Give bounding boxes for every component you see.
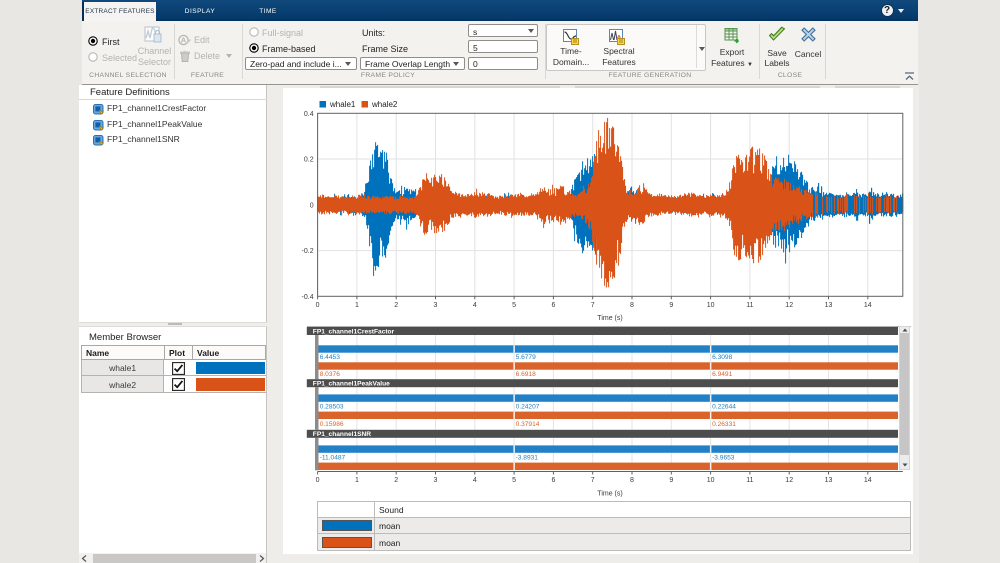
svg-text:11: 11 <box>746 477 753 484</box>
svg-text:13: 13 <box>825 477 833 484</box>
svg-text:0.15986: 0.15986 <box>320 421 344 428</box>
svg-text:whale2: whale2 <box>371 100 398 109</box>
svg-text:0.22644: 0.22644 <box>712 403 736 410</box>
svg-text:1: 1 <box>355 302 359 309</box>
svg-text:0.26331: 0.26331 <box>712 421 736 428</box>
svg-text:whale1: whale1 <box>329 100 356 109</box>
svg-text:5.6779: 5.6779 <box>516 354 537 361</box>
svg-text:10: 10 <box>707 477 715 484</box>
svg-text:Time (s): Time (s) <box>597 315 622 322</box>
svg-text:6: 6 <box>551 302 555 309</box>
svg-text:2: 2 <box>394 302 398 309</box>
svg-text:6.6918: 6.6918 <box>516 371 537 378</box>
svg-text:-11.0487: -11.0487 <box>320 454 346 461</box>
svg-text:0: 0 <box>316 302 320 309</box>
svg-text:8: 8 <box>630 302 634 309</box>
svg-text:0.2: 0.2 <box>304 157 314 164</box>
svg-text:12: 12 <box>785 302 793 309</box>
svg-text:9: 9 <box>669 302 673 309</box>
svg-text:5: 5 <box>512 302 516 309</box>
svg-text:4: 4 <box>473 302 477 309</box>
svg-text:11: 11 <box>746 302 753 309</box>
svg-text:-3.8931: -3.8931 <box>516 454 539 461</box>
svg-text:14: 14 <box>864 302 872 309</box>
svg-text:0.37914: 0.37914 <box>516 421 540 428</box>
svg-text:7: 7 <box>591 302 595 309</box>
svg-text:2: 2 <box>394 477 398 484</box>
svg-text:FP1_channel1SNR: FP1_channel1SNR <box>313 431 372 438</box>
svg-text:-3.9653: -3.9653 <box>712 454 735 461</box>
svg-text:1: 1 <box>355 477 359 484</box>
svg-text:Time (s): Time (s) <box>597 491 622 498</box>
svg-text:4: 4 <box>473 477 477 484</box>
svg-text:6.4453: 6.4453 <box>320 354 341 361</box>
svg-text:0.24207: 0.24207 <box>516 403 540 410</box>
svg-text:3: 3 <box>434 477 438 484</box>
svg-text:7: 7 <box>591 477 595 484</box>
svg-text:A: A <box>181 36 187 45</box>
svg-text:12: 12 <box>785 477 793 484</box>
svg-text:3: 3 <box>434 302 438 309</box>
svg-text:6: 6 <box>551 477 555 484</box>
svg-text:FP1_channel1CrestFactor: FP1_channel1CrestFactor <box>313 328 395 335</box>
svg-text:14: 14 <box>864 477 872 484</box>
svg-text:0: 0 <box>316 477 320 484</box>
svg-text:10: 10 <box>707 302 715 309</box>
svg-text:8.0376: 8.0376 <box>320 371 341 378</box>
svg-text:13: 13 <box>825 302 833 309</box>
svg-text:0.4: 0.4 <box>304 111 314 118</box>
svg-text:6.3098: 6.3098 <box>712 354 733 361</box>
svg-text:6.9491: 6.9491 <box>712 371 733 378</box>
svg-text:-0.4: -0.4 <box>302 294 314 301</box>
svg-text:0.28503: 0.28503 <box>320 403 344 410</box>
svg-text:FP1_channel1PeakValue: FP1_channel1PeakValue <box>313 381 390 388</box>
svg-text:0: 0 <box>310 202 314 209</box>
svg-text:8: 8 <box>630 477 634 484</box>
svg-text:-0.2: -0.2 <box>302 248 314 255</box>
svg-text:9: 9 <box>669 477 673 484</box>
svg-text:5: 5 <box>512 477 516 484</box>
